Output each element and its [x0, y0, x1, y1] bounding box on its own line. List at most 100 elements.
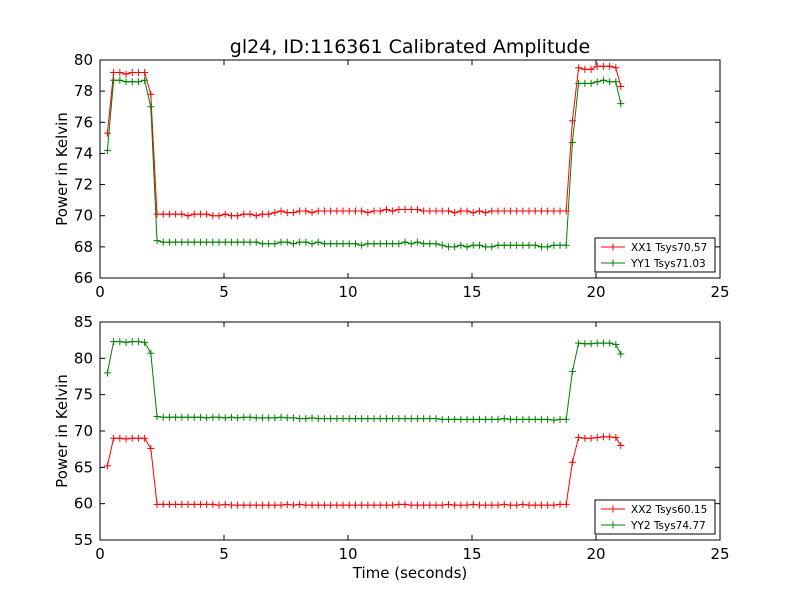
data-point — [258, 240, 266, 248]
data-point — [178, 238, 186, 246]
data-point — [500, 207, 508, 215]
data-point — [413, 501, 421, 509]
data-point — [221, 414, 229, 422]
data-point — [531, 415, 539, 423]
data-point — [581, 65, 589, 73]
data-point — [451, 415, 459, 423]
data-point — [110, 68, 118, 76]
data-point — [134, 434, 142, 442]
data-point — [556, 415, 564, 423]
data-point — [296, 238, 304, 246]
data-point — [475, 501, 483, 509]
data-point — [556, 241, 564, 249]
data-point — [488, 501, 496, 509]
data-point — [575, 434, 583, 442]
data-point — [463, 207, 471, 215]
data-point — [617, 442, 625, 450]
data-point — [141, 338, 149, 346]
data-point — [122, 70, 130, 78]
legend-marker — [609, 243, 617, 251]
data-point — [587, 340, 595, 348]
data-point — [215, 212, 223, 220]
data-point — [407, 501, 415, 509]
data-point — [314, 238, 322, 246]
data-point — [178, 210, 186, 218]
y-axis-label: Power in Kelvin — [53, 112, 71, 226]
data-point — [358, 501, 366, 509]
data-point — [420, 415, 428, 423]
data-point — [488, 207, 496, 215]
x-tick-label: 15 — [462, 545, 481, 563]
data-point — [494, 207, 502, 215]
data-point — [389, 415, 397, 423]
data-point — [128, 338, 136, 346]
data-point — [240, 210, 248, 218]
data-point — [401, 415, 409, 423]
data-point — [432, 240, 440, 248]
data-point — [184, 212, 192, 220]
data-point — [544, 207, 552, 215]
data-point — [525, 207, 533, 215]
data-point — [395, 415, 403, 423]
data-point — [327, 207, 335, 215]
data-point — [240, 413, 248, 421]
data-point — [556, 207, 564, 215]
data-point — [469, 209, 477, 217]
data-point — [617, 82, 625, 90]
data-point — [227, 212, 235, 220]
data-point — [606, 78, 614, 86]
y-tick-label: 66 — [74, 269, 93, 287]
x-tick-label: 25 — [710, 283, 729, 301]
y-tick-label: 60 — [74, 495, 93, 513]
data-point — [544, 415, 552, 423]
data-point — [327, 501, 335, 509]
data-point — [457, 501, 465, 509]
data-point — [203, 500, 211, 508]
data-point — [209, 500, 217, 508]
data-point — [457, 207, 465, 215]
data-point — [252, 414, 260, 422]
data-point — [246, 238, 254, 246]
data-point — [203, 210, 211, 218]
data-point — [500, 241, 508, 249]
data-point — [277, 413, 285, 421]
data-point — [327, 415, 335, 423]
y-tick-label: 78 — [74, 82, 93, 100]
data-point — [463, 501, 471, 509]
data-point — [296, 207, 304, 215]
data-point — [544, 243, 552, 251]
data-point — [519, 241, 527, 249]
y-axis-label: Power in Kelvin — [53, 374, 71, 488]
data-point — [122, 78, 130, 86]
data-point — [320, 501, 328, 509]
y-tick-label: 65 — [74, 458, 93, 476]
data-point — [593, 78, 601, 86]
data-point — [426, 207, 434, 215]
data-point — [234, 414, 242, 422]
data-point — [128, 434, 136, 442]
data-point — [358, 241, 366, 249]
data-point — [172, 238, 180, 246]
data-point — [463, 415, 471, 423]
data-point — [519, 500, 527, 508]
data-point — [432, 415, 440, 423]
data-point — [370, 240, 378, 248]
data-point — [103, 369, 111, 377]
data-point — [277, 238, 285, 246]
data-point — [544, 501, 552, 509]
data-point — [376, 501, 384, 509]
data-point — [110, 338, 118, 346]
data-point — [395, 205, 403, 213]
data-point — [221, 238, 229, 246]
data-point — [209, 413, 217, 421]
data-point — [196, 238, 204, 246]
data-point — [444, 500, 452, 508]
data-point — [234, 501, 242, 509]
data-point — [482, 243, 490, 251]
data-point — [196, 413, 204, 421]
y-tick-label: 55 — [74, 531, 93, 549]
data-point — [488, 243, 496, 251]
data-point — [339, 207, 347, 215]
data-point — [401, 205, 409, 213]
